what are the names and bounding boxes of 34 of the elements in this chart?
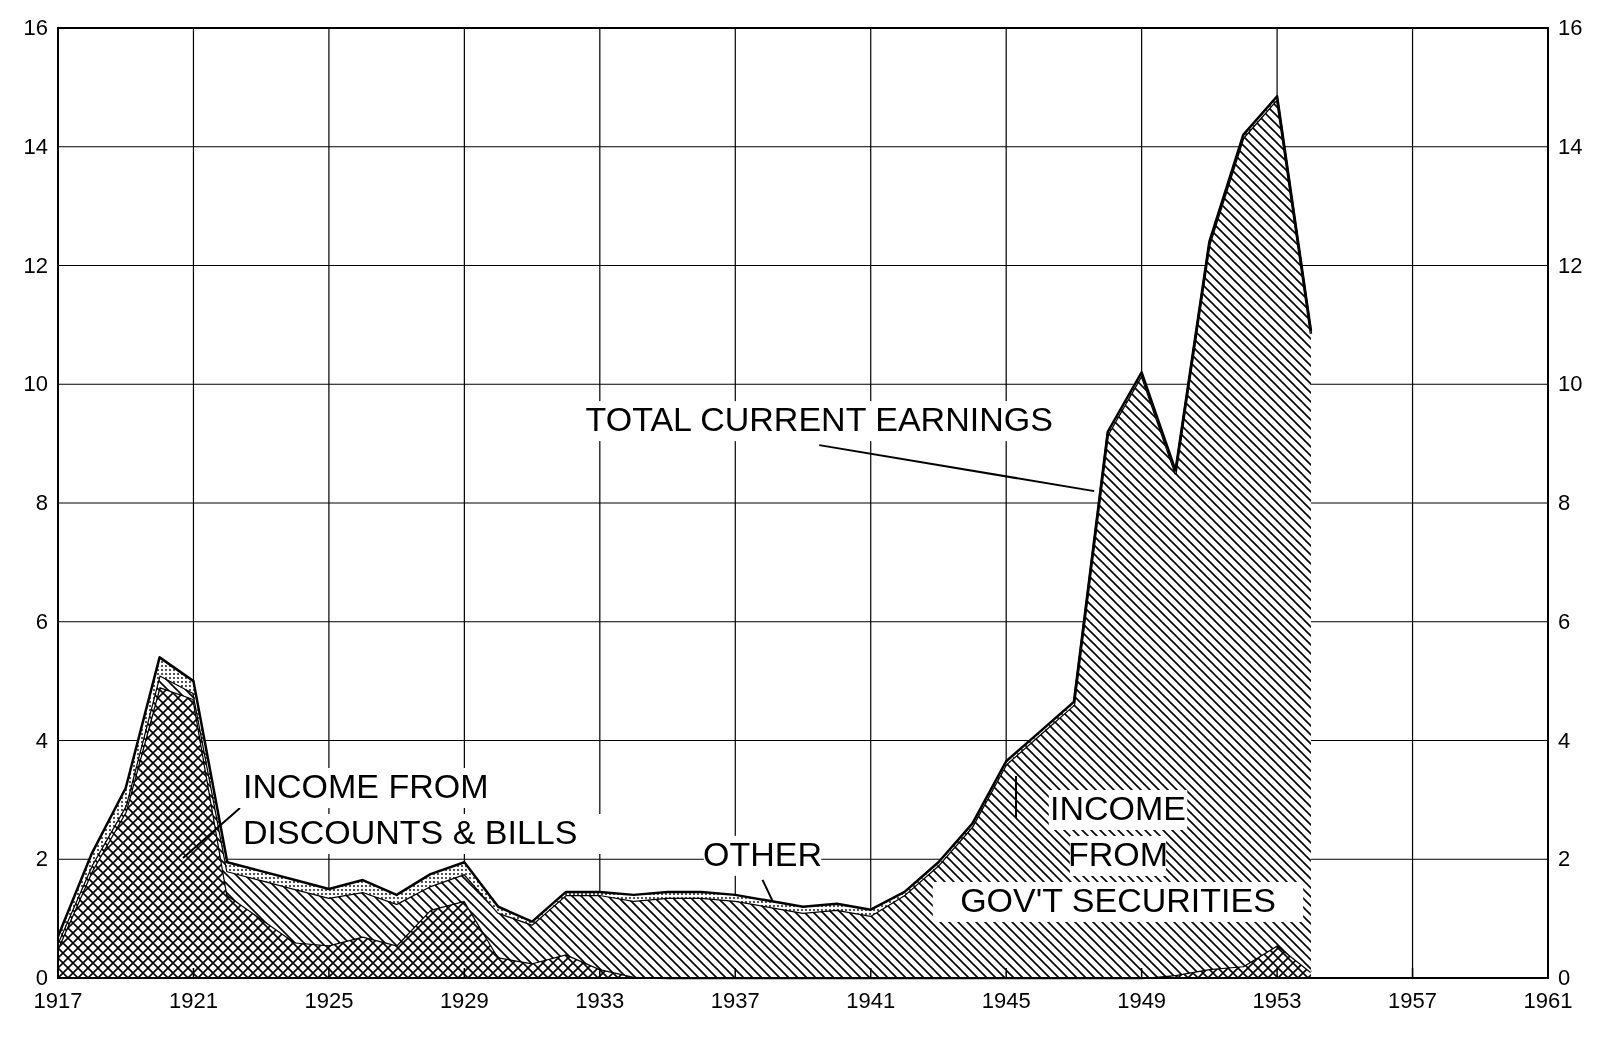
y-tick-label: 8 — [35, 490, 48, 515]
y-tick-label: 0 — [35, 965, 48, 990]
y2-tick-label: 0 — [1558, 965, 1571, 990]
y2-tick-label: 8 — [1558, 490, 1571, 515]
y2-tick-label: 6 — [1558, 608, 1571, 634]
annotation: INCOME FROM DISCOUNTS & BILLS — [243, 767, 578, 851]
x-tick-label: 1945 — [981, 988, 1031, 1013]
x-tick-label: 1917 — [33, 988, 83, 1013]
x-tick-label: 1953 — [1252, 988, 1302, 1013]
y2-tick-label: 14 — [1558, 133, 1583, 159]
y-tick-label: 12 — [23, 252, 48, 278]
x-tick-label: 1957 — [1388, 988, 1438, 1013]
y2-tick-label: 16 — [1558, 15, 1583, 40]
y-tick-label: 2 — [35, 846, 48, 872]
y-tick-label: 4 — [35, 727, 48, 753]
y-tick-label: 10 — [23, 371, 48, 397]
x-tick-label: 1937 — [710, 988, 760, 1013]
x-tick-label: 1961 — [1523, 988, 1573, 1013]
x-tick-label: 1933 — [575, 988, 625, 1013]
y-tick-label: 6 — [35, 608, 48, 634]
x-tick-label: 1929 — [439, 988, 489, 1013]
annotation: INCOME FROM GOV'T SECURITIES — [960, 789, 1276, 919]
x-tick-label: 1941 — [846, 988, 896, 1013]
y2-tick-label: 12 — [1558, 252, 1583, 278]
x-tick-label: 1949 — [1117, 988, 1167, 1013]
annotation: TOTAL CURRENT EARNINGS — [585, 400, 1053, 439]
x-tick-label: 1921 — [168, 988, 218, 1013]
y-tick-label: 14 — [23, 133, 48, 159]
y2-tick-label: 2 — [1558, 846, 1571, 872]
y-tick-label: 16 — [23, 15, 48, 40]
y2-tick-label: 4 — [1558, 727, 1571, 753]
y2-tick-label: 10 — [1558, 371, 1583, 397]
annotation: OTHER — [703, 834, 823, 873]
x-tick-label: 1925 — [304, 988, 354, 1013]
